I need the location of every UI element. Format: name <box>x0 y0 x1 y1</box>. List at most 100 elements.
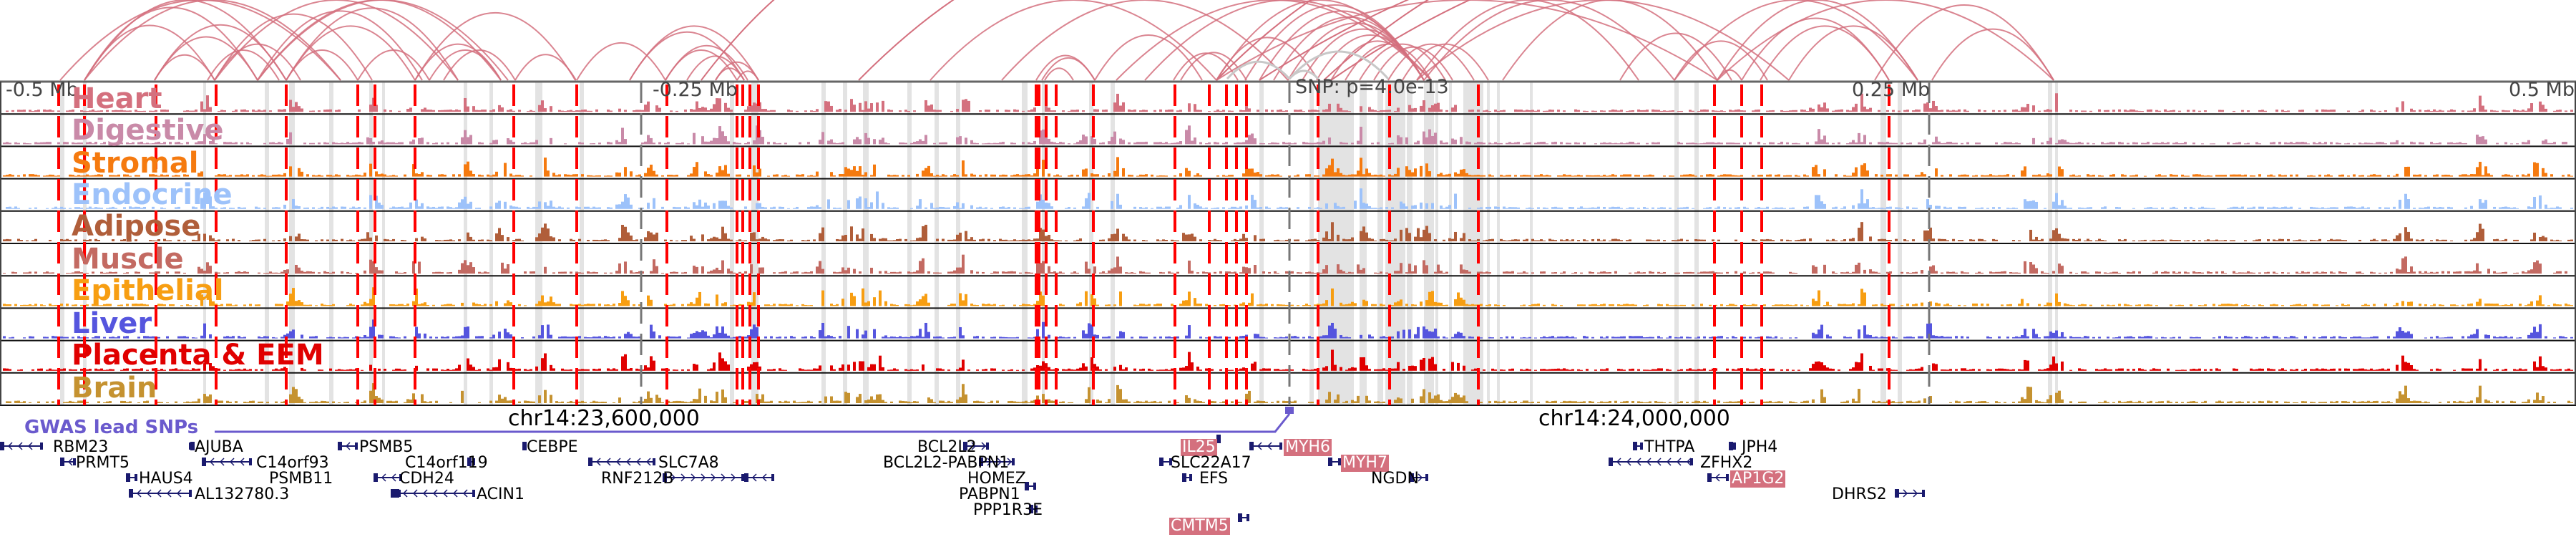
signal-bar <box>326 271 329 274</box>
signal-bar <box>1537 110 1540 112</box>
signal-bar <box>489 110 492 112</box>
signal-bar <box>2072 238 2075 241</box>
signal-bar <box>1611 238 1614 241</box>
signal-bar <box>2313 207 2316 209</box>
signal-bar <box>1886 110 1889 112</box>
signal-bar <box>2258 239 2261 241</box>
signal-bar <box>655 266 658 274</box>
signal-bar <box>2562 175 2565 177</box>
signal-bar <box>667 142 670 145</box>
signal-bar <box>1580 206 1583 209</box>
signal-bar <box>146 369 149 371</box>
signal-bar <box>696 297 698 306</box>
signal-bar <box>438 206 441 209</box>
signal-bar <box>2107 304 2109 306</box>
signal-bar <box>1248 168 1251 177</box>
signal-bar <box>1692 110 1694 112</box>
signal-bar <box>1400 263 1402 274</box>
signal-bar <box>74 304 77 306</box>
signal-bar <box>532 110 535 112</box>
signal-bar <box>243 109 246 112</box>
signal-bar <box>804 336 807 339</box>
signal-bar <box>621 127 624 145</box>
signal-bar <box>833 207 836 209</box>
signal-bar <box>401 369 404 371</box>
signal-bar <box>1216 207 1219 209</box>
signal-bar <box>893 175 896 177</box>
signal-bar <box>229 304 232 306</box>
signal-bar <box>1314 238 1317 241</box>
signal-bar <box>1697 143 1700 145</box>
signal-bar <box>521 175 524 177</box>
signal-bar <box>258 272 260 274</box>
signal-bar <box>1901 271 1903 274</box>
signal-bar <box>1122 102 1125 112</box>
signal-bar <box>2341 304 2344 306</box>
signal-bar <box>1820 139 1823 145</box>
signal-bar <box>1319 304 1322 306</box>
signal-bar <box>2032 329 2035 339</box>
signal-bar <box>2507 110 2510 112</box>
signal-bar <box>223 207 226 209</box>
signal-bar <box>607 304 610 306</box>
signal-bar <box>338 142 341 145</box>
signal-bar <box>567 337 570 339</box>
signal-bar <box>1391 175 1394 177</box>
signal-bar <box>1091 136 1093 145</box>
signal-bar <box>2267 337 2270 339</box>
signal-bar <box>1860 222 1863 241</box>
signal-bar <box>386 239 389 241</box>
signal-bar <box>2258 174 2261 177</box>
signal-bar <box>653 142 655 145</box>
signal-bar <box>246 142 249 145</box>
signal-bar <box>2021 170 2024 177</box>
signal-bar <box>1568 207 1571 209</box>
signal-bar <box>1735 175 1737 177</box>
signal-bar <box>229 208 232 209</box>
signal-bar <box>2250 337 2253 339</box>
signal-bar <box>942 337 945 339</box>
signal-bar <box>415 289 418 306</box>
signal-bar <box>2078 207 2081 209</box>
signal-bar <box>1883 238 1886 241</box>
signal-bar <box>504 303 507 306</box>
signal-bar <box>887 174 890 177</box>
signal-bar <box>2559 207 2562 209</box>
signal-bar <box>633 304 635 306</box>
signal-bar <box>1863 203 1866 209</box>
signal-bar <box>1059 271 1062 274</box>
signal-bar <box>1880 174 1883 177</box>
signal-bar <box>2204 208 2207 209</box>
signal-bar <box>893 337 896 339</box>
signal-bar <box>9 239 11 241</box>
signal-bar <box>1815 195 1818 209</box>
signal-bar <box>3 368 6 371</box>
signal-bar <box>1686 174 1689 177</box>
signal-bar <box>260 110 263 112</box>
signal-bar <box>524 142 527 145</box>
signal-bar <box>275 304 278 306</box>
signal-bar <box>1053 110 1056 112</box>
signal-bar <box>1254 235 1257 241</box>
signal-bar <box>999 305 1002 306</box>
signal-bar <box>2087 336 2089 339</box>
signal-bar <box>2290 304 2293 306</box>
signal-bar <box>790 304 793 306</box>
signal-bar <box>1672 240 1674 241</box>
signal-bar <box>1732 304 1735 306</box>
signal-bar <box>1506 336 1508 339</box>
signal-bar <box>240 208 243 209</box>
signal-bar <box>2261 337 2264 339</box>
signal-bar <box>936 272 939 274</box>
signal-bar <box>381 205 384 209</box>
signal-bar <box>52 369 54 371</box>
signal-bar <box>129 175 132 177</box>
signal-bar <box>2496 142 2499 145</box>
signal-bar <box>269 142 272 145</box>
signal-bar <box>830 304 833 306</box>
signal-bar <box>1543 336 1546 339</box>
signal-bar <box>919 199 922 209</box>
signal-bar <box>730 207 733 209</box>
signal-bar <box>890 271 893 274</box>
signal-bar <box>718 270 721 274</box>
